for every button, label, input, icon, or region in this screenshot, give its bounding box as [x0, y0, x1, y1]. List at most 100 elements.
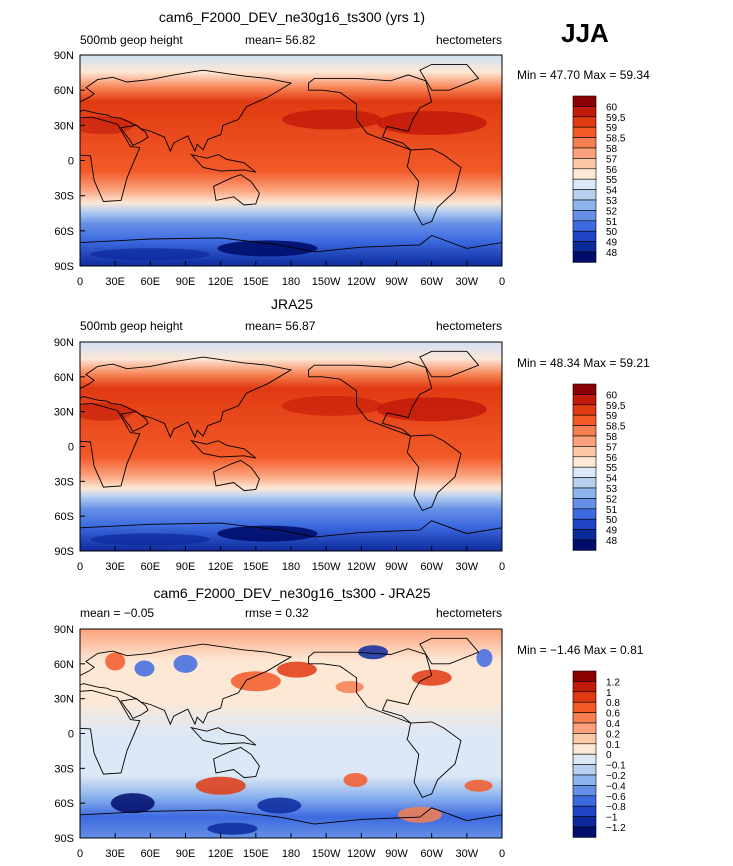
colorbar-box: [572, 691, 597, 703]
polar-low-antarctic: [217, 240, 318, 257]
coastline-australia: [213, 459, 260, 492]
subtropical-high-pacific: [282, 395, 383, 416]
polar-low-east: [90, 533, 211, 546]
colorbar-label: 56: [606, 165, 618, 176]
coastline-africa: [80, 403, 141, 488]
colorbar-box: [572, 220, 597, 232]
colorbar-box: [572, 774, 597, 786]
bias-positive-atlantic: [411, 669, 452, 686]
colorbar-label: 0.8: [606, 698, 620, 709]
min-max-label: Min = 47.70 Max = 59.34: [517, 68, 650, 82]
colorbar-box: [572, 826, 597, 838]
x-tick-label: 0: [499, 848, 505, 860]
colorbar-label: 49: [606, 238, 618, 249]
bias-negative-iceland: [476, 649, 493, 668]
colorbar-box: [572, 733, 597, 745]
x-tick-label: 90W: [385, 848, 408, 860]
bias-positive-south-atlantic: [464, 779, 493, 792]
coastline-arabia: [120, 698, 149, 719]
y-tick-label: 0: [68, 442, 74, 454]
colorbar-box: [572, 508, 597, 520]
coastline-antarctica: [80, 807, 502, 838]
colorbar-label: 59: [606, 123, 618, 134]
coastline-indonesia: [190, 439, 257, 459]
colorbar-box: [572, 670, 597, 682]
colorbar-label: 51: [606, 217, 618, 228]
colorbar-box: [572, 518, 597, 530]
colorbar-box: [572, 404, 597, 416]
coastline-arabia: [120, 124, 149, 146]
left-label: 500mb geop height: [80, 319, 183, 333]
colorbar-box: [572, 816, 597, 828]
bias-negative-southern-ocean-1: [110, 793, 155, 814]
x-tick-label: 180: [282, 561, 300, 573]
coastline-australia: [213, 174, 260, 206]
colorbar-label: −0.4: [606, 781, 626, 792]
subtropical-high-atlantic: [376, 110, 487, 135]
x-tick-label: 150W: [312, 848, 341, 860]
center-label: rmse = 0.32: [245, 606, 309, 620]
x-tick-label: 60W: [420, 848, 443, 860]
chart-panel-3: cam6_F2000_DEV_ne30g16_ts300 - JRA25 mean…: [54, 585, 644, 860]
colorbar-box: [572, 158, 597, 170]
x-tick-label: 90E: [176, 561, 196, 573]
bias-negative-southern-ocean-2: [257, 797, 302, 814]
colorbar-box: [572, 394, 597, 406]
colorbar-label: 58.5: [606, 134, 626, 145]
field-features: [80, 637, 502, 838]
x-tick-label: 0: [499, 276, 505, 288]
colorbar-box: [572, 795, 597, 807]
colorbar-label: 52: [606, 206, 618, 217]
coastline-south-america: [406, 434, 462, 511]
bias-positive-california: [335, 681, 364, 694]
colorbar-label: 60: [606, 102, 618, 113]
x-tick-label: 180: [282, 276, 300, 288]
colorbar-box: [572, 722, 597, 734]
colorbar-label: 48: [606, 536, 618, 547]
y-tick-label: 30S: [54, 476, 74, 488]
colorbar-label: 56: [606, 453, 618, 464]
colorbar-label: −0.6: [606, 792, 626, 803]
x-tick-label: 120W: [347, 276, 376, 288]
colorbar-box: [572, 477, 597, 489]
bias-positive-south-pacific: [343, 772, 368, 787]
x-tick-label: 60E: [141, 276, 161, 288]
bias-positive-south-indian: [195, 776, 246, 795]
y-tick-label: 90N: [54, 624, 74, 636]
colorbar-label: 60: [606, 390, 618, 401]
colorbar-box: [572, 498, 597, 510]
x-tick-label: 90W: [385, 561, 408, 573]
x-tick-label: 30W: [456, 848, 479, 860]
colorbar-label: 53: [606, 484, 618, 495]
colorbar-label: 58: [606, 144, 618, 155]
bias-positive-bellingshausen: [397, 806, 442, 823]
field-background: [80, 55, 502, 266]
bias-negative-antarctic: [207, 822, 258, 835]
x-tick-label: 0: [499, 561, 505, 573]
coastline-south-america: [406, 721, 462, 798]
colorbar-box: [572, 199, 597, 211]
colorbar-label: 54: [606, 186, 618, 197]
colorbar-box: [572, 805, 597, 817]
colorbar-label: 50: [606, 515, 618, 526]
bias-negative-russia: [134, 660, 155, 677]
chart-panel-1: cam6_F2000_DEV_ne30g16_ts300 (yrs 1)500m…: [54, 9, 650, 288]
bias-negative-siberia: [173, 654, 198, 673]
y-tick-label: 30N: [54, 120, 74, 132]
colorbar-box: [572, 712, 597, 724]
subtropical-high-atlantic: [376, 397, 487, 422]
colorbar-label: 57: [606, 442, 618, 453]
colorbar-label: 59: [606, 411, 618, 422]
colorbar-box: [572, 178, 597, 190]
colorbar-label: 52: [606, 494, 618, 505]
colorbar-box: [572, 785, 597, 797]
y-tick-label: 60S: [54, 798, 74, 810]
y-tick-label: 90S: [54, 833, 74, 845]
x-tick-label: 150E: [243, 848, 269, 860]
right-label: hectometers: [436, 319, 502, 333]
y-tick-label: 30S: [54, 191, 74, 203]
colorbar-box: [572, 383, 597, 395]
colorbar-box: [572, 446, 597, 458]
x-tick-label: 0: [77, 276, 83, 288]
y-tick-label: 30N: [54, 694, 74, 706]
